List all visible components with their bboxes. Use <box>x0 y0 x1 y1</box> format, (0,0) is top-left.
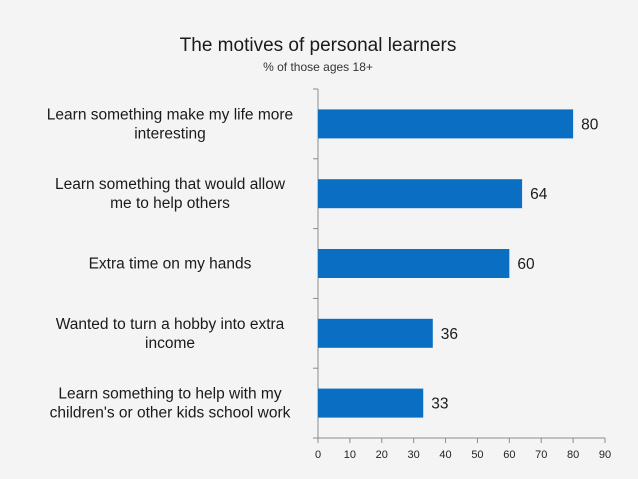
category-label: me to help others <box>110 195 230 212</box>
x-tick-label: 40 <box>439 449 451 461</box>
x-tick-label: 80 <box>567 449 579 461</box>
x-tick-label: 70 <box>535 449 547 461</box>
x-tick-label: 10 <box>344 449 356 461</box>
category-label: Learn something that would allow <box>55 176 286 193</box>
category-label: Extra time on my hands <box>89 256 252 273</box>
x-tick-label: 90 <box>599 449 611 461</box>
category-label: interesting <box>134 125 206 142</box>
x-tick-label: 50 <box>471 449 483 461</box>
category-label: income <box>145 335 195 352</box>
data-label: 60 <box>517 256 535 273</box>
category-label: Learn something to help with my <box>58 386 281 403</box>
data-label: 33 <box>431 396 448 413</box>
category-label: Wanted to turn a hobby into extra <box>56 316 285 333</box>
data-label: 80 <box>581 116 599 133</box>
data-label: 64 <box>530 186 548 203</box>
chart-title: The motives of personal learners <box>180 35 457 56</box>
bar <box>318 249 510 278</box>
x-tick-label: 30 <box>408 449 420 461</box>
bar <box>318 179 523 209</box>
x-tick-label: 0 <box>315 449 321 461</box>
bar <box>318 388 424 418</box>
x-tick-label: 60 <box>503 449 515 461</box>
bar <box>318 318 433 348</box>
data-label: 36 <box>441 326 458 343</box>
plot-area: 0 10 20 30 40 50 60 70 80 90 80 Learn something mak… <box>47 88 611 461</box>
x-tick-label: 20 <box>376 449 388 461</box>
chart-subtitle: % of those ages 18+ <box>263 60 373 74</box>
bar <box>318 109 574 139</box>
category-label: children's or other kids school work <box>50 405 291 422</box>
category-label: Learn something make my life more <box>47 106 293 123</box>
